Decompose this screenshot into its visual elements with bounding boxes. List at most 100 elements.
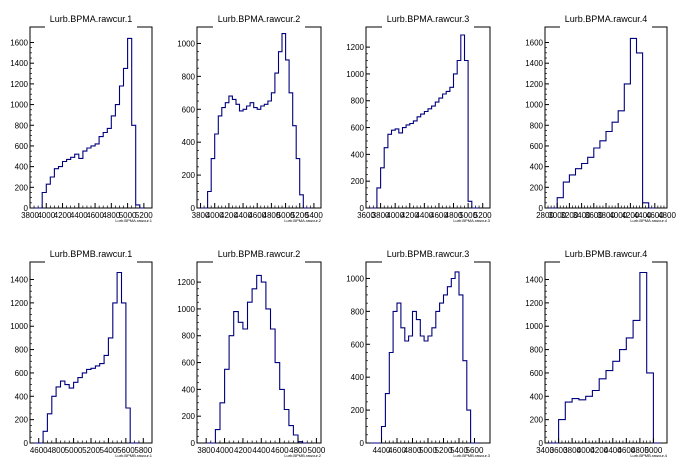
x-tick-label: 4000 bbox=[577, 446, 595, 455]
x-tick-label: 3000 bbox=[548, 211, 566, 220]
y-tick-label: 800 bbox=[15, 346, 29, 355]
y-tick-label: 200 bbox=[530, 183, 544, 192]
x-tick-label: 5000 bbox=[645, 446, 663, 455]
x-tick-label: 4400 bbox=[373, 446, 391, 455]
x-tick-label: 4800 bbox=[289, 446, 307, 455]
x-tick-label: 3400 bbox=[573, 211, 591, 220]
histogram-line bbox=[366, 271, 479, 444]
x-tick-label: 4800 bbox=[263, 211, 281, 220]
y-tick-label: 400 bbox=[15, 392, 29, 401]
y-tick-label: 1000 bbox=[346, 274, 364, 283]
y-tick-label: 0 bbox=[360, 439, 365, 448]
x-tick-label: 4800 bbox=[658, 211, 676, 220]
y-tick-label: 600 bbox=[530, 142, 544, 151]
x-axis-label: Lurb.BPMB.rawcur.3 bbox=[453, 453, 490, 458]
panel-title: Lurb.BPMA.rawcur.3 bbox=[387, 14, 470, 24]
x-tick-label: 4400 bbox=[415, 211, 433, 220]
y-tick-label: 600 bbox=[351, 124, 365, 133]
x-tick-label: 4000 bbox=[609, 211, 627, 220]
x-tick-label: 4600 bbox=[646, 211, 664, 220]
y-tick-label: 1200 bbox=[525, 299, 543, 308]
x-axis-label: Lurb.BPMB.rawcur.1 bbox=[115, 453, 152, 458]
x-tick-label: 5200 bbox=[474, 211, 492, 220]
title-box bbox=[382, 19, 474, 31]
plot-frame bbox=[365, 261, 491, 444]
y-tick-label: 0 bbox=[539, 204, 544, 213]
x-tick-label: 3600 bbox=[585, 211, 603, 220]
x-tick-label: 4200 bbox=[234, 446, 252, 455]
y-tick-label: 800 bbox=[530, 121, 544, 130]
y-tick-label: 400 bbox=[182, 138, 196, 147]
x-tick-label: 4200 bbox=[590, 446, 608, 455]
y-tick-label: 0 bbox=[24, 439, 29, 448]
y-tick-label: 600 bbox=[182, 359, 196, 368]
y-tick-label: 800 bbox=[530, 346, 544, 355]
plot-frame bbox=[29, 26, 153, 209]
y-tick-label: 400 bbox=[530, 392, 544, 401]
histogram-line bbox=[30, 271, 139, 444]
y-tick-label: 1200 bbox=[177, 278, 195, 287]
x-tick-label: 5600 bbox=[117, 446, 135, 455]
y-tick-label: 200 bbox=[15, 183, 29, 192]
x-tick-label: 3200 bbox=[561, 211, 579, 220]
title-box bbox=[45, 19, 137, 31]
x-tick-label: 5200 bbox=[135, 211, 153, 220]
y-tick-label: 800 bbox=[15, 121, 29, 130]
histogram-panel: Lurb.BPMA.rawcur.3 0 200 400 600 800 1000 1200 3… bbox=[346, 14, 492, 223]
x-tick-label: 4000 bbox=[206, 211, 224, 220]
y-tick-label: 1400 bbox=[525, 59, 543, 68]
y-tick-label: 1400 bbox=[10, 276, 28, 285]
histogram-panel: Lurb.BPMB.rawcur.2 0 200 400 600 800 1000 1200 3… bbox=[177, 249, 326, 458]
x-tick-label: 4600 bbox=[271, 446, 289, 455]
panel-title: Lurb.BPMB.rawcur.1 bbox=[50, 249, 133, 259]
y-tick-label: 800 bbox=[182, 72, 196, 81]
y-tick-label: 1000 bbox=[525, 101, 543, 110]
y-tick-label: 1200 bbox=[525, 80, 543, 89]
panel-title: Lurb.BPMA.rawcur.2 bbox=[218, 14, 301, 24]
y-tick-label: 1000 bbox=[10, 101, 28, 110]
histogram-panel: Lurb.BPMA.rawcur.20200400600800100038004… bbox=[177, 14, 323, 223]
x-tick-label: 5000 bbox=[119, 211, 137, 220]
x-tick-label: 5000 bbox=[277, 211, 295, 220]
x-tick-label: 3400 bbox=[536, 446, 554, 455]
x-tick-label: 3800 bbox=[597, 211, 615, 220]
y-tick-label: 1200 bbox=[346, 43, 364, 52]
x-tick-label: 4000 bbox=[37, 211, 55, 220]
y-tick-label: 0 bbox=[24, 204, 29, 213]
x-tick-label: 4200 bbox=[220, 211, 238, 220]
x-tick-label: 4400 bbox=[252, 446, 270, 455]
y-tick-label: 400 bbox=[182, 385, 196, 394]
panel-title: Lurb.BPMB.rawcur.4 bbox=[565, 249, 648, 259]
x-axis-label: Lurb.BPMA.rawcur.3 bbox=[453, 218, 490, 223]
histogram-line bbox=[545, 271, 661, 444]
y-tick-label: 200 bbox=[530, 416, 544, 425]
x-tick-label: 4800 bbox=[47, 446, 65, 455]
x-tick-label: 5200 bbox=[291, 211, 309, 220]
plot-frame bbox=[196, 261, 322, 444]
x-tick-label: 4000 bbox=[216, 446, 234, 455]
y-tick-label: 1000 bbox=[346, 70, 364, 79]
y-tick-label: 200 bbox=[351, 177, 365, 186]
y-tick-label: 200 bbox=[15, 416, 29, 425]
x-tick-label: 5000 bbox=[459, 211, 477, 220]
x-tick-label: 4800 bbox=[631, 446, 649, 455]
x-tick-label: 2800 bbox=[536, 211, 554, 220]
y-tick-label: 800 bbox=[351, 307, 365, 316]
x-tick-label: 5000 bbox=[308, 446, 326, 455]
x-axis-label: Lurb.BPMB.rawcur.4 bbox=[630, 453, 667, 458]
x-tick-label: 5200 bbox=[435, 446, 453, 455]
y-tick-label: 1000 bbox=[177, 305, 195, 314]
title-box bbox=[213, 254, 305, 266]
histogram-panel: Lurb.BPMA.rawcur.4 0 200 400 600 800 1000 1200 1… bbox=[525, 14, 676, 223]
x-axis-label: Lurb.BPMA.rawcur.2 bbox=[284, 218, 321, 223]
y-tick-label: 400 bbox=[15, 163, 29, 172]
x-tick-label: 3600 bbox=[550, 446, 568, 455]
x-tick-label: 4400 bbox=[234, 211, 252, 220]
x-tick-label: 4000 bbox=[386, 211, 404, 220]
y-tick-label: 0 bbox=[191, 204, 196, 213]
x-tick-label: 5000 bbox=[65, 446, 83, 455]
y-tick-label: 800 bbox=[182, 332, 196, 341]
y-tick-label: 1400 bbox=[10, 59, 28, 68]
y-tick-label: 200 bbox=[182, 171, 196, 180]
